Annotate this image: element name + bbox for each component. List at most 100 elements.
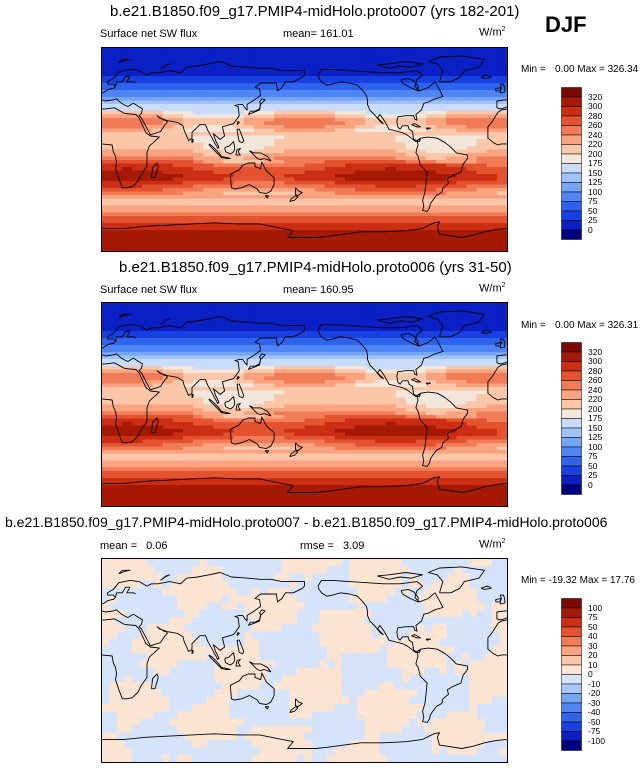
- heatmap-cell: [172, 320, 184, 325]
- heatmap-cell: [304, 83, 316, 88]
- heatmap-cell: [405, 247, 417, 251]
- heatmap-cell: [193, 404, 204, 409]
- heatmap-cell: [365, 432, 376, 437]
- heatmap-cell: [446, 62, 457, 67]
- heatmap-cell: [274, 411, 285, 416]
- heatmap-cell: [223, 320, 235, 325]
- heatmap-cell: [102, 418, 113, 423]
- heatmap-cell: [486, 205, 498, 210]
- heatmap-cell: [334, 341, 346, 346]
- heatmap-cell: [172, 492, 184, 497]
- heatmap-cell: [466, 422, 478, 427]
- heatmap-cell: [294, 457, 306, 462]
- heatmap-cell: [314, 366, 326, 371]
- heatmap-cell: [233, 453, 245, 458]
- heatmap-cell: [253, 51, 265, 56]
- heatmap-cell: [405, 401, 417, 406]
- heatmap-cell: [102, 149, 113, 154]
- heatmap-cell: [102, 355, 113, 360]
- heatmap-cell: [203, 170, 214, 175]
- heatmap-cell: [314, 352, 326, 357]
- heatmap-cell: [456, 205, 468, 210]
- heatmap-cell: [334, 212, 346, 217]
- heatmap-cell: [446, 352, 457, 357]
- heatmap-cell: [183, 429, 194, 434]
- heatmap-cell: [233, 467, 245, 472]
- heatmap-cell: [102, 212, 113, 217]
- heatmap-cell: [456, 359, 468, 364]
- heatmap-cell: [243, 83, 255, 88]
- heatmap-cell: [172, 198, 184, 203]
- heatmap-cell: [436, 313, 447, 318]
- heatmap-cell: [446, 387, 457, 392]
- heatmap-cell: [466, 467, 478, 472]
- heatmap-cell: [203, 376, 214, 381]
- heatmap-cell: [365, 237, 376, 242]
- heatmap-cell: [274, 76, 285, 81]
- heatmap-cell: [162, 100, 174, 105]
- heatmap-cell: [426, 195, 437, 200]
- heatmap-cell: [193, 230, 204, 235]
- heatmap-cell: [334, 355, 346, 360]
- heatmap-cell: [102, 383, 113, 388]
- heatmap-cell: [243, 104, 255, 109]
- heatmap-cell: [345, 58, 356, 63]
- heatmap-cell: [345, 306, 356, 311]
- heatmap-cell: [304, 198, 316, 203]
- heatmap-cell: [405, 432, 417, 437]
- heatmap-cell: [294, 149, 306, 154]
- heatmap-cell: [253, 160, 265, 165]
- heatmap-cell: [223, 55, 235, 60]
- heatmap-cell: [314, 111, 326, 116]
- heatmap-cell: [304, 383, 316, 388]
- heatmap-cell: [405, 436, 417, 441]
- heatmap-cell: [112, 170, 123, 175]
- heatmap-cell: [324, 83, 336, 88]
- heatmap-cell: [132, 345, 144, 350]
- heatmap-cell: [486, 58, 498, 63]
- heatmap-cell: [426, 348, 437, 353]
- heatmap-cell: [122, 100, 133, 105]
- heatmap-cell: [172, 359, 184, 364]
- heatmap-cell: [314, 404, 326, 409]
- heatmap-cell: [264, 317, 275, 322]
- heatmap-cell: [486, 132, 498, 137]
- heatmap-cell: [496, 397, 507, 402]
- heatmap-cell: [274, 401, 285, 406]
- heatmap-cell: [203, 474, 214, 479]
- heatmap-cell: [476, 86, 488, 91]
- heatmap-cell: [233, 100, 245, 105]
- heatmap-cell: [324, 48, 336, 53]
- heatmap-cell: [466, 495, 478, 500]
- heatmap-cell: [436, 153, 447, 158]
- heatmap-cell: [324, 198, 336, 203]
- heatmap-cell: [132, 334, 144, 339]
- heatmap-cell: [203, 244, 214, 249]
- heatmap-cell: [395, 415, 407, 420]
- heatmap-cell: [345, 62, 356, 67]
- heatmap-cell: [142, 390, 154, 395]
- heatmap-cell: [466, 464, 478, 469]
- heatmap-cell: [162, 394, 174, 399]
- heatmap-cell: [446, 338, 457, 343]
- heatmap-cell: [284, 149, 295, 154]
- heatmap-cell: [132, 65, 144, 70]
- heatmap-cell: [112, 181, 123, 186]
- heatmap-cell: [233, 202, 245, 207]
- heatmap-cell: [253, 397, 265, 402]
- heatmap-cell: [183, 453, 194, 458]
- heatmap-cell: [304, 62, 316, 67]
- heatmap-cell: [334, 411, 346, 416]
- heatmap-cell: [193, 163, 204, 168]
- heatmap-cell: [355, 352, 366, 357]
- heatmap-cell: [355, 100, 366, 105]
- heatmap-cell: [132, 303, 144, 308]
- heatmap-cell: [426, 170, 437, 175]
- heatmap-cell: [395, 499, 407, 504]
- heatmap-cell: [415, 457, 427, 462]
- heatmap-cell: [193, 219, 204, 224]
- heatmap-cell: [304, 174, 316, 179]
- heatmap-cell: [314, 408, 326, 413]
- heatmap-cell: [486, 387, 498, 392]
- heatmap-cell: [223, 100, 235, 105]
